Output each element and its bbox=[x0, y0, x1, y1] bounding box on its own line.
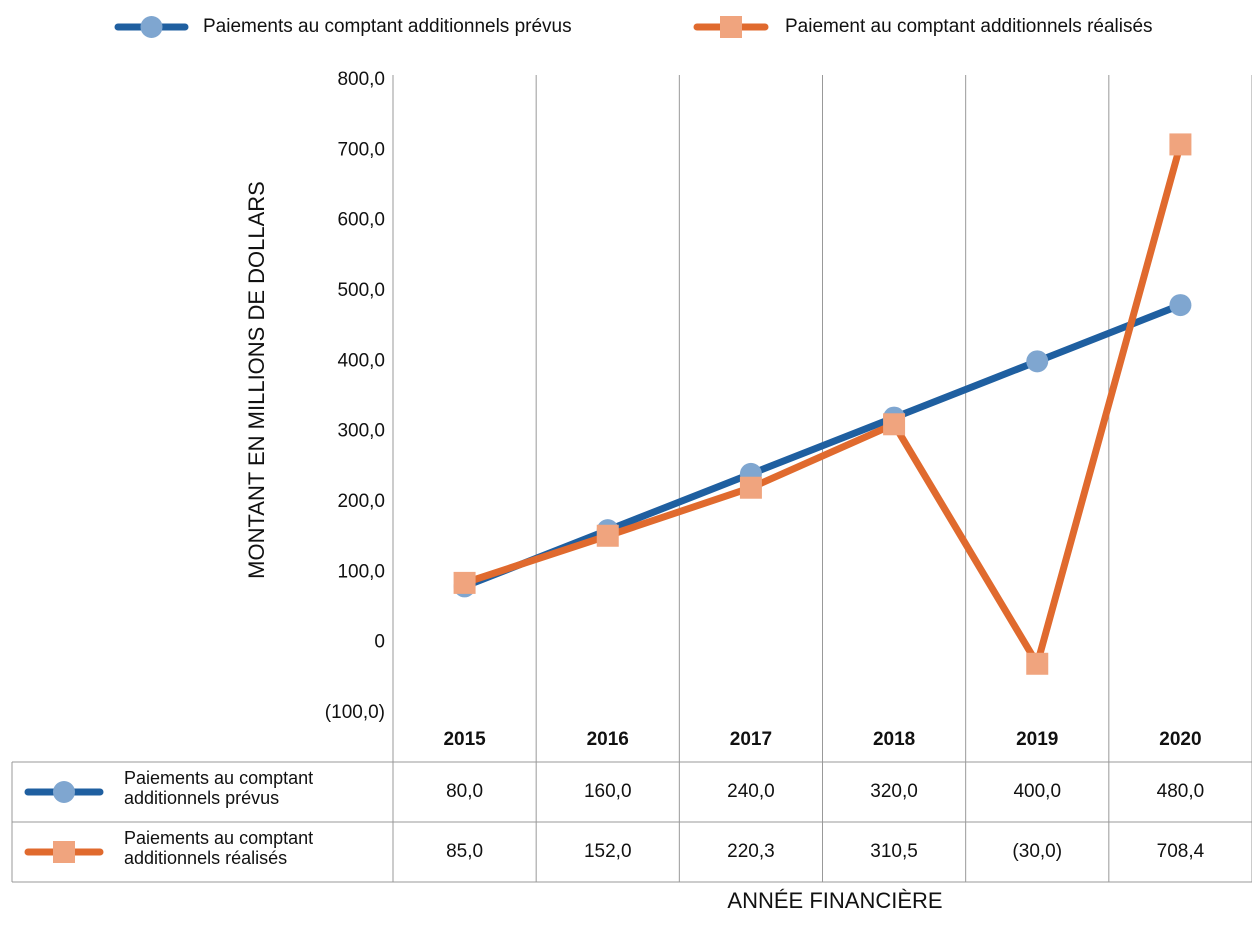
y-tick-label: 200,0 bbox=[337, 491, 385, 512]
x-tick-label: 2020 bbox=[1159, 729, 1201, 750]
table-value: 400,0 bbox=[1013, 781, 1061, 802]
x-tick-label: 2016 bbox=[587, 729, 629, 750]
y-tick-label: 400,0 bbox=[337, 350, 385, 371]
legend-key-marker bbox=[720, 16, 742, 38]
marker bbox=[1169, 133, 1192, 156]
marker bbox=[883, 413, 906, 436]
table-row-label-box: Paiements au comptant additionnels prévu… bbox=[124, 768, 314, 808]
table-value: 310,5 bbox=[870, 841, 918, 862]
table-value: 708,4 bbox=[1157, 841, 1205, 862]
x-tick-label: 2017 bbox=[730, 729, 772, 750]
table-value: (30,0) bbox=[1012, 841, 1062, 862]
table-key-marker bbox=[53, 841, 75, 863]
table-value: 240,0 bbox=[727, 781, 775, 802]
table-row-label: Paiements au comptant additionnels réali… bbox=[124, 828, 314, 868]
table-row-label: Paiements au comptant additionnels prévu… bbox=[124, 768, 314, 808]
y-axis-label: MONTANT EN MILLIONS DE DOLLARS bbox=[244, 181, 269, 579]
y-tick-label: 600,0 bbox=[337, 210, 385, 231]
table-value: 80,0 bbox=[446, 781, 483, 802]
x-axis-label: ANNÉE FINANCIÈRE bbox=[727, 888, 942, 913]
marker bbox=[1026, 350, 1049, 373]
x-tick-label: 2015 bbox=[443, 729, 486, 750]
y-tick-label: 500,0 bbox=[337, 280, 385, 301]
legend-label: Paiements au comptant additionnels prévu… bbox=[203, 16, 572, 37]
table-key-marker bbox=[53, 781, 75, 803]
y-tick-label: 0 bbox=[374, 632, 385, 653]
table-value: 480,0 bbox=[1157, 781, 1205, 802]
table-value: 85,0 bbox=[446, 841, 483, 862]
series-line bbox=[463, 301, 1182, 590]
y-tick-label: (100,0) bbox=[325, 702, 385, 723]
x-tick-label: 2018 bbox=[873, 729, 915, 750]
table-value: 152,0 bbox=[584, 841, 632, 862]
marker bbox=[1026, 652, 1049, 675]
table-row-label-box: Paiements au comptant additionnels réali… bbox=[124, 828, 314, 868]
marker bbox=[596, 524, 619, 547]
table-value: 220,3 bbox=[727, 841, 775, 862]
y-tick-label: 100,0 bbox=[337, 561, 385, 582]
y-tick-label: 800,0 bbox=[337, 69, 385, 90]
series-line bbox=[463, 143, 1184, 668]
x-tick-label: 2019 bbox=[1016, 729, 1058, 750]
table-value: 320,0 bbox=[870, 781, 918, 802]
marker bbox=[739, 476, 762, 499]
marker bbox=[453, 571, 476, 594]
legend-label: Paiement au comptant additionnels réalis… bbox=[785, 16, 1153, 37]
y-tick-label: 300,0 bbox=[337, 421, 385, 442]
legend-key-marker bbox=[140, 16, 163, 38]
y-tick-label: 700,0 bbox=[337, 139, 385, 160]
marker bbox=[1169, 294, 1192, 317]
table-value: 160,0 bbox=[584, 781, 632, 802]
